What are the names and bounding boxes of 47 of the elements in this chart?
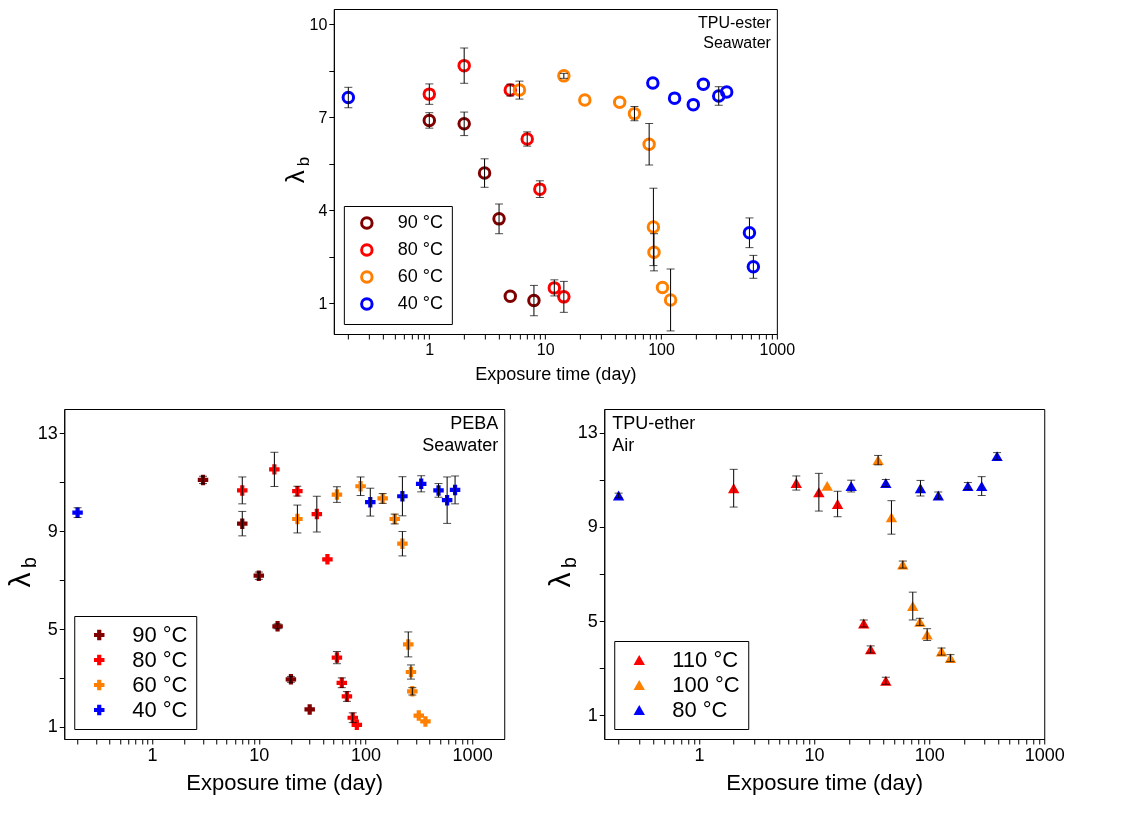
x-tick-label: 10 — [249, 744, 270, 765]
y-tick-label: 5 — [587, 610, 598, 631]
x-tick-label: 1000 — [759, 340, 796, 358]
y-axis-title: λb — [2, 557, 40, 588]
y-tick-label: 1 — [47, 716, 58, 737]
x-axis-title: Exposure time (day) — [475, 363, 637, 384]
legend-label: 90 °C — [397, 212, 444, 232]
legend-label: 60 °C — [132, 672, 188, 697]
x-tick-label: 10 — [536, 340, 555, 358]
y-tick-label: 10 — [309, 15, 328, 33]
legend-label: 80 °C — [397, 239, 444, 259]
legend-label: 60 °C — [397, 266, 444, 286]
y-tick-label: 7 — [318, 108, 328, 126]
legend-label: 40 °C — [132, 697, 188, 722]
legend-label: 100 °C — [672, 672, 740, 697]
x-tick-label: 1 — [694, 744, 705, 765]
y-tick-label: 1 — [318, 294, 328, 312]
x-tick-label: 100 — [648, 340, 675, 358]
x-tick-label: 1000 — [452, 744, 493, 765]
annotation: Seawater — [703, 34, 772, 51]
x-tick-label: 1000 — [1024, 744, 1065, 765]
x-tick-label: 10 — [804, 744, 825, 765]
legend-label: 80 °C — [132, 647, 188, 672]
annotation: TPU-ester — [697, 14, 772, 31]
y-tick-label: 4 — [318, 201, 328, 219]
annotation: PEBA — [450, 413, 499, 433]
x-tick-label: 100 — [350, 744, 381, 765]
annotation: TPU-ether — [612, 413, 696, 433]
legend-label: 110 °C — [672, 647, 739, 672]
y-tick-label: 13 — [37, 422, 58, 443]
x-tick-label: 100 — [914, 744, 945, 765]
y-tick-label: 5 — [47, 618, 58, 639]
legend-label: 90 °C — [132, 622, 188, 647]
x-axis-title: Exposure time (day) — [186, 769, 384, 795]
y-tick-label: 9 — [47, 520, 58, 541]
y-axis-title: λb — [542, 557, 580, 588]
annotation: Air — [612, 435, 635, 455]
annotation: Seawater — [422, 435, 499, 455]
x-axis-title: Exposure time (day) — [726, 769, 924, 795]
legend-label: 40 °C — [397, 293, 444, 313]
x-tick-label: 1 — [147, 744, 158, 765]
y-axis-title: λb — [280, 156, 313, 184]
y-tick-label: 1 — [587, 704, 598, 725]
legend-label: 80 °C — [672, 697, 728, 722]
y-tick-label: 13 — [577, 422, 598, 443]
x-tick-label: 1 — [425, 340, 435, 358]
y-tick-label: 9 — [587, 516, 598, 537]
